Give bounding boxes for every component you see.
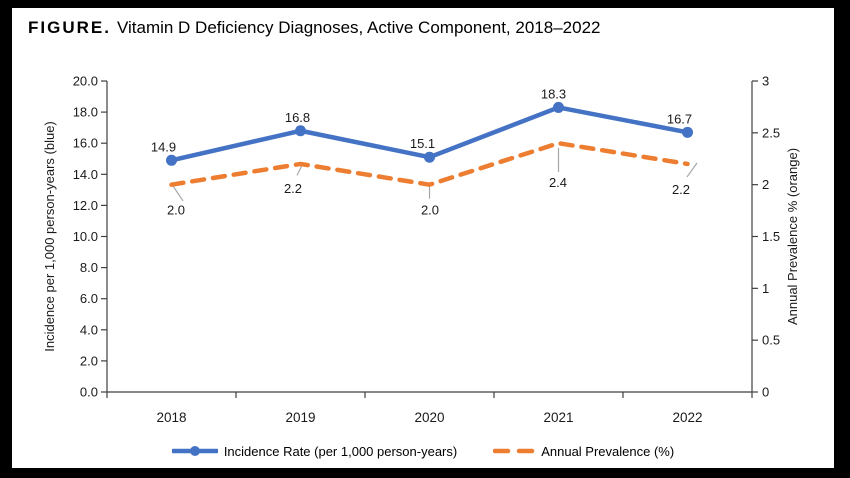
incidence-marker <box>553 101 564 113</box>
left-tick-label: 16.0 <box>73 136 98 151</box>
prevalence-dash-sample-icon <box>493 448 536 454</box>
figure-panel: FIGURE. Vitamin D Deficiency Diagnoses, A… <box>12 8 834 468</box>
legend-item-prevalence: Annual Prevalence (%) <box>493 444 674 459</box>
left-tick-label: 20.0 <box>73 74 98 89</box>
prevalence-dashed-line <box>169 140 690 187</box>
incidence-series: 14.9 16.8 15.1 18.3 16.7 <box>151 86 693 166</box>
legend-item-incidence: Incidence Rate (per 1,000 person-years) <box>171 443 458 459</box>
prevalence-data-label: 2.4 <box>549 175 567 190</box>
left-tick-label: 10.0 <box>73 229 98 244</box>
right-tick-label: 3 <box>762 74 769 89</box>
figure-title-text: Vitamin D Deficiency Diagnoses, Active C… <box>116 18 601 37</box>
axis-tick-labels: 0.02.04.06.08.010.012.014.016.018.020.00… <box>73 74 780 400</box>
label-leader-line <box>172 185 184 202</box>
left-tick-label: 6.0 <box>80 291 98 306</box>
incidence-marker <box>166 154 177 166</box>
x-category-label: 2018 <box>156 410 186 425</box>
left-tick-label: 18.0 <box>73 105 98 120</box>
incidence-marker <box>295 125 306 137</box>
left-tick-label: 0.0 <box>80 385 98 400</box>
label-leader-line <box>686 162 698 178</box>
left-tick-label: 12.0 <box>73 198 98 213</box>
prevalence-series: 2.0 2.2 2.0 2.4 2.2 <box>167 140 698 218</box>
prevalence-data-label: 2.0 <box>167 203 185 218</box>
x-category-label: 2022 <box>672 410 702 425</box>
prevalence-data-label: 2.2 <box>672 182 690 197</box>
right-tick-label: 1.5 <box>762 229 780 244</box>
incidence-marker <box>424 151 435 163</box>
incidence-data-label: 14.9 <box>151 139 176 154</box>
label-leader-line <box>296 165 303 176</box>
right-tick-label: 0 <box>762 385 769 400</box>
left-tick-label: 8.0 <box>80 260 98 275</box>
incidence-data-label: 16.7 <box>667 111 692 126</box>
x-category-label: 2020 <box>414 410 444 425</box>
x-category-label: 2021 <box>543 410 573 425</box>
right-tick-label: 2 <box>762 177 769 192</box>
axes <box>101 80 758 398</box>
incidence-data-label: 15.1 <box>410 136 435 151</box>
left-tick-label: 2.0 <box>80 353 98 368</box>
incidence-data-label: 16.8 <box>285 110 310 125</box>
incidence-marker <box>682 126 693 138</box>
right-tick-label: 0.5 <box>762 333 780 348</box>
y-axis-right-title: Annual Prevalence % (orange) <box>785 148 800 325</box>
incidence-data-label: 18.3 <box>541 86 566 101</box>
left-tick-label: 4.0 <box>80 322 98 337</box>
left-tick-label: 14.0 <box>73 167 98 182</box>
prevalence-data-label: 2.0 <box>421 203 439 218</box>
legend-label-incidence: Incidence Rate (per 1,000 person-years) <box>223 443 458 459</box>
legend-label-prevalence: Annual Prevalence (%) <box>541 443 675 459</box>
line-chart: 0.02.04.06.08.010.012.014.016.018.020.00… <box>42 74 800 426</box>
right-tick-label: 1 <box>762 281 769 296</box>
incidence-line-sample-icon <box>171 446 218 456</box>
y-axis-left-title: Incidence per 1,000 person-years (blue) <box>42 121 57 352</box>
figure-label: FIGURE. <box>28 18 111 37</box>
prevalence-data-label: 2.2 <box>284 181 302 196</box>
figure-title: FIGURE. Vitamin D Deficiency Diagnoses, A… <box>28 18 600 38</box>
right-tick-label: 2.5 <box>762 125 780 140</box>
chart-legend: Incidence Rate (per 1,000 person-years) … <box>12 442 834 460</box>
x-category-label: 2019 <box>285 410 315 425</box>
